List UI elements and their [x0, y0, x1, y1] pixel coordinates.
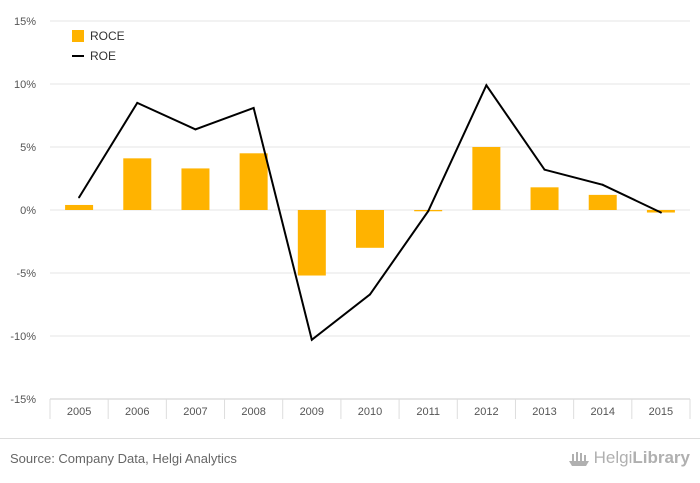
footer-divider — [0, 438, 700, 439]
legend-item-roce[interactable]: ROCE — [72, 26, 125, 46]
x-tick-label: 2013 — [532, 406, 556, 418]
bar-roce — [356, 210, 384, 248]
bar-roce — [646, 210, 675, 213]
x-tick-label: 2011 — [416, 406, 440, 418]
x-tick-label: 2005 — [67, 406, 91, 418]
brand-name-part1: Helgi — [593, 448, 633, 467]
y-tick-label: -10% — [10, 331, 36, 343]
source-note: Source: Company Data, Helgi Analytics — [10, 451, 237, 466]
bar-roce — [472, 147, 501, 210]
x-tick-label: 2015 — [649, 406, 673, 418]
legend-label-roe: ROE — [90, 49, 117, 63]
point-roe — [427, 210, 430, 213]
x-tick-label: 2012 — [474, 406, 498, 418]
bar-roce — [239, 153, 268, 210]
x-tick-label: 2009 — [300, 406, 324, 418]
bar-roce — [123, 158, 152, 210]
y-tick-label: -15% — [10, 394, 36, 406]
x-tick-label: 2007 — [183, 406, 207, 418]
x-tick-label: 2010 — [358, 406, 382, 418]
y-tick-label: -5% — [16, 268, 36, 280]
legend-swatch-roce — [72, 30, 84, 42]
x-tick-label: 2008 — [241, 406, 265, 418]
chart-footer: Source: Company Data, Helgi Analytics He… — [0, 438, 700, 483]
point-roe — [485, 84, 488, 87]
chart-legend: ROCE ROE — [72, 26, 125, 66]
x-tick-label: 2006 — [125, 406, 149, 418]
point-roe — [369, 293, 371, 296]
point-roe — [252, 106, 255, 109]
y-tick-label: 15% — [14, 16, 36, 28]
point-roe — [601, 183, 604, 186]
brand-name-part2: Library — [632, 448, 690, 467]
x-tick-label: 2014 — [590, 406, 614, 418]
legend-label-roce: ROCE — [90, 29, 125, 43]
bar-roce — [297, 210, 326, 276]
bar-roce — [65, 204, 94, 210]
legend-item-roe[interactable]: ROE — [72, 46, 125, 66]
y-tick-label: 0% — [20, 205, 36, 217]
chart-plot-area: 15% 10% 5% 0% -5% -10% -15% 2005 2006 2007 2008 200… — [10, 16, 691, 419]
point-roe — [659, 211, 662, 214]
point-roe — [194, 128, 197, 131]
helgi-ship-icon — [568, 452, 589, 466]
brand-logo[interactable]: Helgi Library — [568, 448, 690, 468]
point-roe — [78, 196, 81, 199]
y-tick-label: 5% — [20, 142, 36, 154]
point-roe — [136, 101, 139, 104]
point-roe — [543, 168, 546, 171]
bar-roce — [181, 168, 210, 210]
bar-roce — [588, 194, 617, 210]
y-tick-label: 10% — [14, 79, 36, 91]
bar-roce — [530, 187, 559, 210]
point-roe — [310, 338, 313, 341]
legend-swatch-roe — [72, 55, 84, 57]
